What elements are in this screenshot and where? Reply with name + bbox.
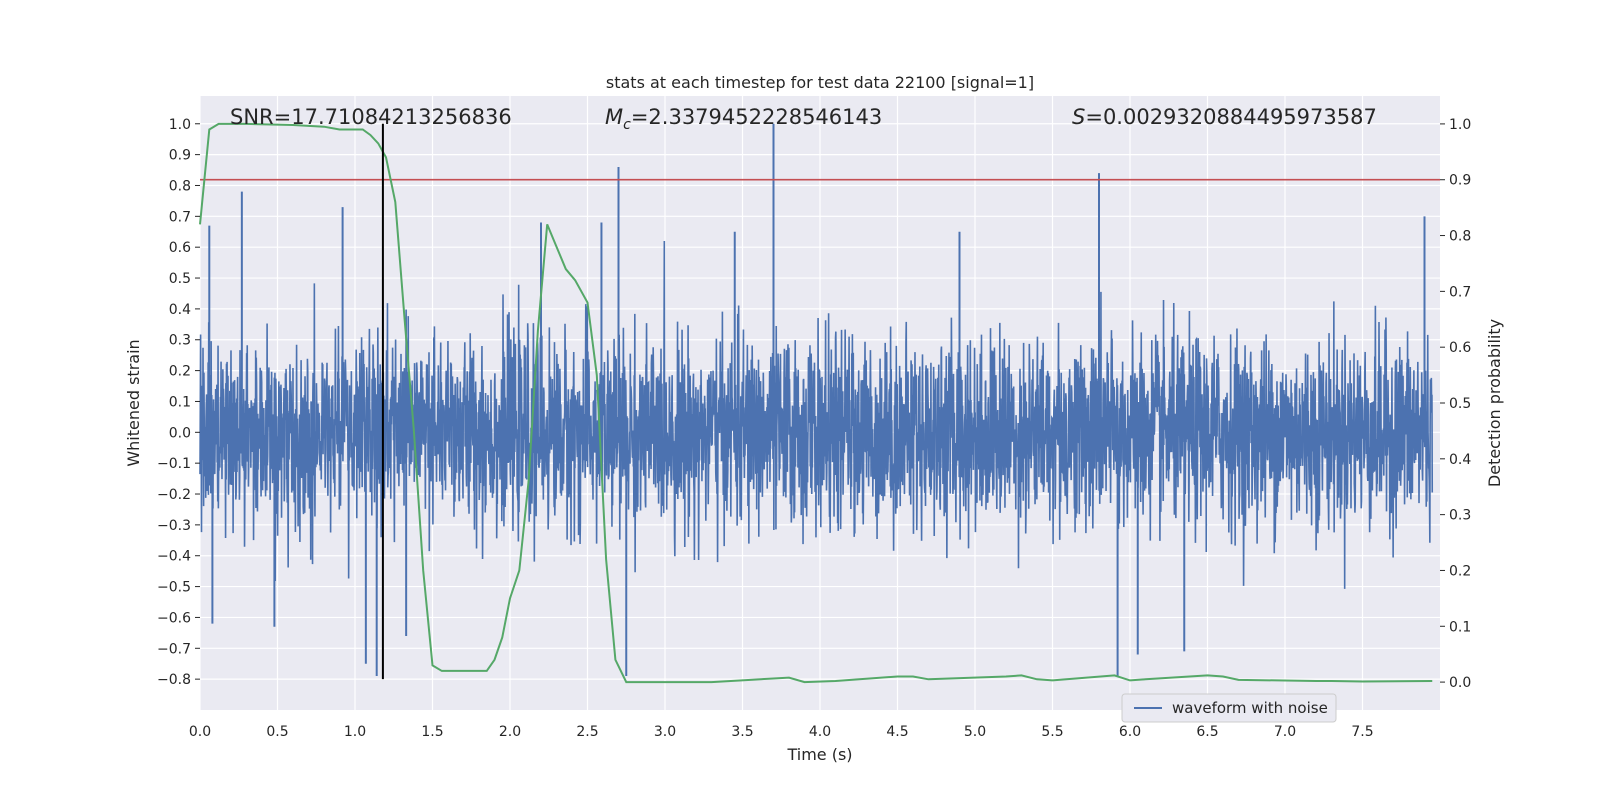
y2-tick-label: 1.0	[1449, 117, 1471, 133]
x-tick-label: 6.5	[1196, 724, 1218, 740]
snr-annotation: SNR=17.71084213256836	[230, 105, 512, 129]
detection-probability-line	[199, 122, 1433, 684]
y2-tick-label: 0.8	[1449, 229, 1471, 245]
y2-tick-label: 0.3	[1449, 508, 1471, 524]
y2-tick-label: 0.1	[1449, 619, 1471, 635]
y-tick-label: 0.7	[169, 209, 191, 225]
y2-axis-ticks: 1.0 0.9 0.8 0.7 0.6 0.5 0.4 0.3 0.2 0.1 0.0	[1440, 117, 1471, 691]
x-tick-label: 0.0	[189, 724, 211, 740]
y-tick-label: 0.1	[169, 394, 191, 410]
legend-label-waveform: waveform with noise	[1172, 699, 1328, 717]
mc-subscript: c	[623, 117, 631, 133]
chart-title: stats at each timestep for test data 221…	[606, 73, 1034, 92]
x-tick-label: 4.0	[809, 724, 831, 740]
x-tick-label: 5.5	[1041, 724, 1063, 740]
s-value: =0.0029320884495973587	[1085, 105, 1377, 129]
x-tick-label: 1.0	[344, 724, 366, 740]
mc-symbol: M	[605, 105, 623, 129]
x-tick-label: 7.0	[1274, 724, 1296, 740]
y-tick-label: −0.5	[157, 580, 191, 596]
y2-tick-label: 0.7	[1449, 284, 1471, 300]
mc-value: =2.3379452228546143	[631, 105, 882, 129]
y2-tick-label: 0.9	[1449, 173, 1471, 189]
y-axis-ticks: 1.0 0.9 0.8 0.7 0.6 0.5 0.4 0.3 0.2 0.1 0.0 −0.1 −0.…	[157, 117, 200, 688]
y-tick-label: −0.2	[157, 487, 191, 503]
x-tick-label: 2.5	[576, 724, 598, 740]
x-tick-label: 3.5	[731, 724, 753, 740]
y2-tick-label: 0.5	[1449, 396, 1471, 412]
y-tick-label: −0.1	[157, 456, 191, 472]
y2-tick-label: 0.4	[1449, 452, 1471, 468]
x-tick-label: 6.0	[1119, 724, 1141, 740]
y2-axis-label: Detection probability	[1485, 319, 1504, 487]
x-tick-label: 1.5	[421, 724, 443, 740]
x-tick-label: 4.5	[886, 724, 908, 740]
x-tick-label: 3.0	[654, 724, 676, 740]
y-tick-label: −0.8	[157, 672, 191, 688]
legend-box	[1121, 693, 1337, 723]
y-axis-label: Whitened strain	[124, 339, 143, 466]
x-axis-label: Time (s)	[786, 745, 852, 764]
y-tick-label: −0.6	[157, 610, 191, 626]
y-tick-label: −0.4	[157, 549, 191, 565]
y-tick-label: 0.9	[169, 148, 191, 164]
x-tick-label: 5.0	[964, 724, 986, 740]
y-tick-label: −0.3	[157, 518, 191, 534]
y-tick-label: 0.8	[169, 178, 191, 194]
detection-probability-series	[199, 122, 1433, 684]
y-tick-label: 0.4	[169, 302, 191, 318]
chirp-mass-annotation: Mc=2.3379452228546143	[605, 105, 882, 133]
y-tick-label: 0.5	[169, 271, 191, 287]
y-tick-label: 0.2	[169, 364, 191, 380]
s-symbol: S	[1072, 105, 1085, 129]
x-tick-label: 7.5	[1351, 724, 1373, 740]
y2-tick-label: 0.2	[1449, 563, 1471, 579]
y-tick-label: 0.6	[169, 240, 191, 256]
s-annotation: S=0.0029320884495973587	[1072, 105, 1377, 129]
y2-tick-label: 0.6	[1449, 340, 1471, 356]
y-tick-label: 0.3	[169, 333, 191, 349]
x-axis-ticks: 0.0 0.5 1.0 1.5 2.0 2.5 3.0 3.5 4.0 4.5 5.0 5.5 6.0 6…	[189, 724, 1374, 740]
y2-tick-label: 0.0	[1449, 675, 1471, 691]
x-tick-label: 2.0	[499, 724, 521, 740]
y-tick-label: 0.0	[169, 425, 191, 441]
legend: waveform with noise	[1121, 693, 1337, 723]
waveform-series	[199, 123, 1434, 677]
y-tick-label: −0.7	[157, 641, 191, 657]
x-tick-label: 0.5	[266, 724, 288, 740]
y-tick-label: 1.0	[169, 117, 191, 133]
